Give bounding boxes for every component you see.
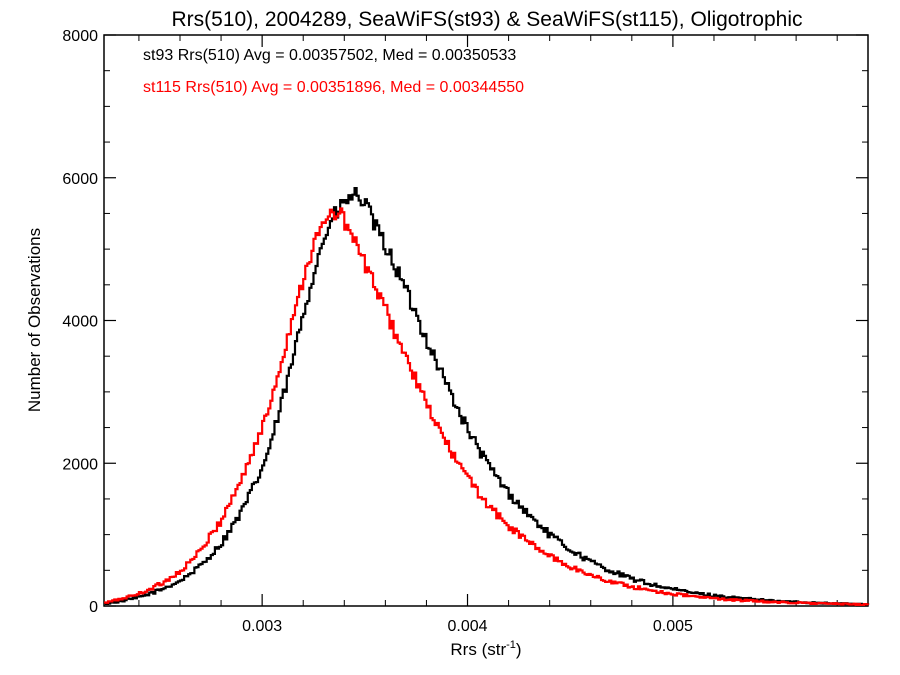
annotation-st115: st115 Rrs(510) Avg = 0.00351896, Med = 0… — [143, 79, 524, 96]
series-line-st93 — [104, 187, 870, 606]
y-tick-label-0: 0 — [89, 599, 98, 616]
chart-title: Rrs(510), 2004289, SeaWiFS(st93) & SeaWi… — [171, 8, 802, 31]
y-tick-label-1: 2000 — [62, 456, 98, 473]
annotation-st93: st93 Rrs(510) Avg = 0.00357502, Med = 0.… — [143, 47, 516, 64]
x-axis-label-main: Rrs (str — [450, 640, 506, 659]
x-tick-label-1: 0.004 — [447, 618, 487, 635]
series-layer — [104, 187, 870, 607]
axis-ticks: 0 2000 4000 6000 8000 0.003 0.004 0.005 — [62, 28, 868, 635]
y-axis-label: Number of Observations — [25, 228, 44, 412]
x-tick-label-0: 0.003 — [242, 618, 282, 635]
y-tick-label-4: 8000 — [62, 28, 98, 45]
x-axis-label-sup: -1 — [506, 639, 516, 651]
x-axis-label: Rrs (str-1) — [450, 639, 521, 659]
x-axis-label-close: ) — [516, 640, 522, 659]
y-tick-label-3: 6000 — [62, 171, 98, 188]
y-tick-label-2: 4000 — [62, 314, 98, 331]
plot-frame — [103, 34, 869, 607]
x-tick-label-2: 0.005 — [653, 618, 693, 635]
series-line-st115 — [104, 207, 870, 607]
